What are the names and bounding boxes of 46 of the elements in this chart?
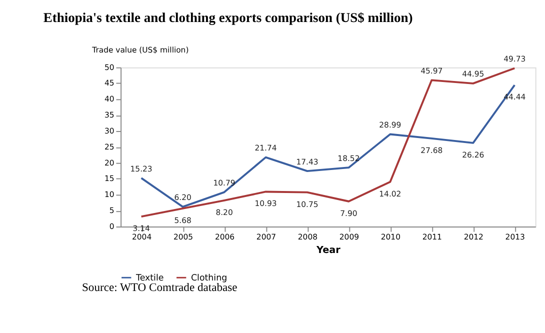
legend-label: Clothing [190, 274, 228, 284]
y-tick-label: 5 [109, 206, 114, 216]
data-label: 5.68 [174, 216, 192, 225]
x-tick-label: 2007 [256, 232, 276, 242]
data-label: 10.75 [296, 200, 318, 209]
data-label: 44.95 [462, 70, 484, 79]
y-axis-title: Trade value (US$ million) [91, 45, 189, 54]
data-label: 26.26 [462, 150, 484, 160]
data-label: 18.52 [338, 154, 360, 163]
data-label: 8.20 [216, 208, 233, 217]
y-tick-label: 50 [104, 62, 114, 72]
data-label: 49.73 [504, 54, 526, 64]
y-tick-label: 35 [104, 110, 114, 120]
y-tick-label: 20 [104, 158, 114, 168]
x-tick-label: 2008 [298, 232, 318, 242]
x-tick-label: 2006 [214, 232, 235, 242]
data-label: 10.93 [254, 199, 277, 208]
chart-title: Ethiopia's textile and clothing exports comparison (US$ million) [43, 10, 413, 26]
y-tick-label: 45 [104, 78, 114, 88]
data-label: 28.99 [379, 120, 402, 130]
x-tick-label: 2004 [132, 232, 152, 242]
data-label: 6.20 [174, 193, 192, 202]
x-tick-label: 2011 [422, 232, 442, 242]
data-label: 21.74 [254, 144, 277, 153]
data-label: 15.23 [130, 164, 152, 174]
x-tick-label: 2010 [380, 232, 401, 242]
x-axis-title: Year [316, 245, 341, 256]
y-tick-label: 30 [104, 126, 114, 136]
source-note: Source: WTO Comtrade database [82, 281, 238, 294]
data-label: 3.14 [132, 224, 150, 233]
y-tick-label: 15 [104, 174, 114, 184]
data-label: 7.90 [340, 208, 358, 218]
x-tick-label: 2013 [505, 232, 525, 242]
y-tick-label: 0 [109, 222, 114, 231]
data-label: 17.43 [296, 157, 318, 166]
data-label: 10.79 [213, 178, 236, 188]
x-tick-label: 2009 [339, 232, 360, 242]
y-tick-label: 40 [104, 94, 114, 104]
y-tick-label: 25 [104, 142, 114, 152]
x-tick-label: 2012 [464, 232, 484, 242]
y-tick-label: 10 [104, 190, 114, 200]
data-label: 45.97 [420, 66, 443, 76]
x-tick-label: 2005 [173, 232, 194, 242]
data-label: 14.02 [379, 189, 402, 198]
data-label: 27.68 [420, 146, 443, 155]
legend-label: Textile [135, 274, 164, 284]
